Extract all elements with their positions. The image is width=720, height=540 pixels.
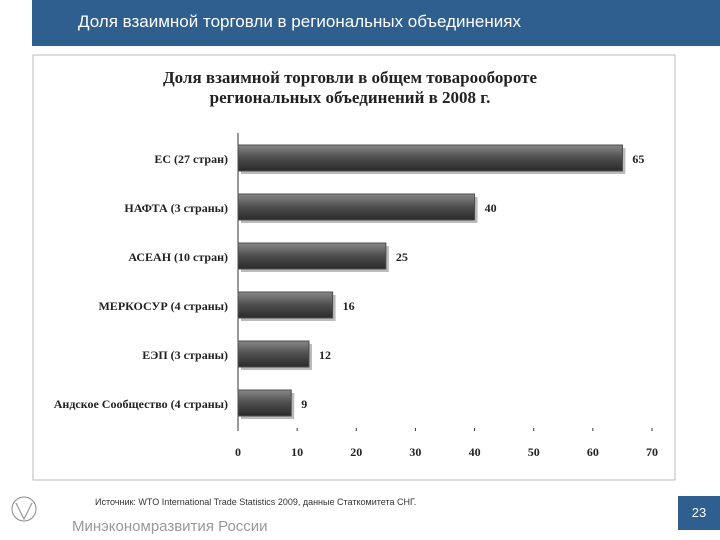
page-number: 23: [678, 496, 720, 530]
bar: [237, 291, 334, 319]
x-tick-label: 10: [291, 445, 303, 459]
data-label: 12: [319, 348, 331, 362]
x-tick-label: 40: [469, 445, 481, 459]
header-bar: [0, 0, 720, 46]
x-tick-label: 60: [587, 445, 599, 459]
data-label: 9: [301, 397, 307, 411]
source-note: Источник: WTO International Trade Statis…: [95, 497, 417, 507]
logo-box: [0, 0, 32, 46]
header-title: Доля взаимной торговли в региональных об…: [78, 12, 521, 31]
footer: Минэкономразвития России: [72, 518, 268, 535]
bar: [237, 144, 623, 172]
bar: [237, 242, 387, 270]
chart-title: Доля взаимной торговли в общем товарообо…: [162, 68, 538, 107]
data-label: 40: [485, 201, 497, 215]
data-label: 16: [343, 299, 355, 313]
x-tick-label: 20: [350, 445, 362, 459]
data-label: 65: [632, 152, 644, 166]
bar: [237, 340, 310, 368]
y-tick-label: МЕРКОСУР (4 страны): [98, 299, 228, 313]
bar: [237, 193, 476, 221]
y-tick-label: НАФТА (3 страны): [124, 201, 228, 215]
x-tick-label: 50: [528, 445, 540, 459]
x-tick-label: 0: [235, 445, 241, 459]
x-tick-label: 70: [646, 445, 658, 459]
x-tick-label: 30: [409, 445, 421, 459]
y-tick-label: ЕЭП (3 страны): [142, 348, 228, 362]
y-tick-label: Андское Сообщество (4 страны): [54, 397, 228, 411]
bar: [237, 389, 292, 417]
y-tick-label: АСЕАН (10 стран): [128, 250, 228, 264]
data-label: 25: [396, 250, 408, 264]
emblem: [11, 496, 37, 522]
y-tick-label: ЕС (27 стран): [154, 152, 228, 166]
